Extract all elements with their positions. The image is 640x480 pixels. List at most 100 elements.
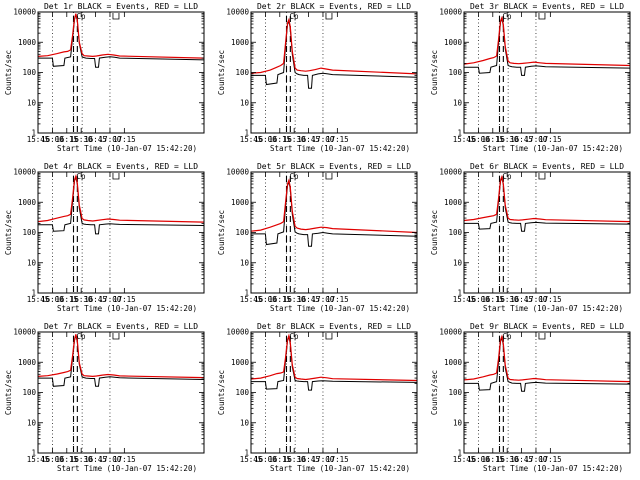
chart-6-xtick-label-6: 17:00: [525, 295, 548, 304]
chart-8-ytick-label-1: 1: [244, 449, 249, 458]
chart-7-ytick-label-1: 1: [31, 449, 36, 458]
chart-5-ytick-label-3: 100: [235, 228, 249, 237]
chart-6-plot-frame: [463, 171, 631, 294]
chart-5-xtick-label-3: 16:15: [268, 295, 291, 304]
chart-1-ytick-label-2: 10: [27, 98, 37, 107]
chart-2-xlabel: Start Time (10-Jan-07 15:42:20): [270, 144, 410, 153]
chart-5-series-events: [251, 181, 418, 247]
chart-9-xtick-label-7: 17:15: [539, 455, 562, 464]
chart-3-series-lld: [463, 15, 631, 67]
chart-7-ylabel: Counts/sec: [4, 370, 13, 415]
chart-8-flag-icon: [325, 333, 333, 340]
chart-5-plot-frame: [250, 171, 418, 294]
chart-9-ytick-label-4: 1000: [444, 358, 463, 367]
chart-1-xtick-label-7: 17:15: [113, 135, 136, 144]
chart-5-series-lld: [250, 178, 418, 234]
detector-panel-5: Det 5r BLACK = Events, RED = LLD 1 10 100 10…: [213, 160, 426, 320]
chart-6-title: Det 6r BLACK = Events, RED = LLD: [470, 162, 624, 171]
chart-8-title: Det 8r BLACK = Events, RED = LLD: [257, 322, 411, 331]
chart-svg-6: Det 6r BLACK = Events, RED = LLD 1 10 100 10…: [430, 162, 631, 313]
chart-7-ytick-label-4: 1000: [18, 358, 37, 367]
chart-5-flag-icon: [325, 173, 333, 180]
detector-panel-6: Det 6r BLACK = Events, RED = LLD 1 10 100 10…: [426, 160, 639, 320]
chart-3-ytick-label-1: 1: [457, 129, 462, 138]
chart-4-xtick-label-4: 16:30: [70, 295, 93, 304]
chart-7-marker-label: Cp: [77, 332, 87, 341]
chart-2-series-lld: [250, 17, 418, 75]
chart-5-ytick-label-4: 1000: [231, 198, 250, 207]
chart-5-xtick-label-6: 17:00: [312, 295, 335, 304]
chart-7-series-lld: [37, 334, 205, 379]
chart-6-ytick-label-3: 100: [448, 228, 462, 237]
chart-9-xlabel: Start Time (10-Jan-07 15:42:20): [483, 464, 623, 473]
chart-7-ytick-label-3: 100: [22, 388, 36, 397]
chart-5-marker-label: Cp: [290, 172, 300, 181]
chart-2-xtick-label-2: 16:00: [254, 135, 277, 144]
chart-9-flag-icon: [538, 333, 546, 340]
chart-6-ylabel: Counts/sec: [430, 210, 439, 255]
chart-1-marker-label: Cp: [77, 12, 87, 21]
chart-8-ytick-label-5: 10000: [226, 328, 249, 337]
chart-4-xtick-label-7: 17:15: [113, 295, 136, 304]
chart-9-marker-label: Cp: [503, 332, 513, 341]
chart-8-marker-label: Cp: [290, 332, 300, 341]
chart-5-ytick-label-1: 1: [244, 289, 249, 298]
chart-2-ytick-label-3: 100: [235, 68, 249, 77]
chart-9-ylabel: Counts/sec: [430, 370, 439, 415]
chart-6-ytick-label-1: 1: [457, 289, 462, 298]
chart-svg-3: Det 3r BLACK = Events, RED = LLD 1 10 100 10…: [430, 2, 631, 153]
chart-2-xtick-label-1: 15:45: [240, 135, 263, 144]
chart-4-flag-icon: [112, 173, 120, 180]
detector-panel-1: Det 1r BLACK = Events, RED = LLD 1 10 100 10…: [0, 0, 213, 160]
chart-7-xtick-label-3: 16:15: [55, 455, 78, 464]
chart-3-xtick-label-6: 17:00: [525, 135, 548, 144]
chart-2-xtick-label-5: 16:45: [297, 135, 320, 144]
chart-7-plot-frame: [37, 331, 205, 454]
chart-5-xtick-label-2: 16:00: [254, 295, 277, 304]
chart-3-title: Det 3r BLACK = Events, RED = LLD: [470, 2, 624, 11]
chart-2-marker-label: Cp: [290, 12, 300, 21]
chart-2-flag-icon: [325, 13, 333, 20]
detector-panel-4: Det 4r BLACK = Events, RED = LLD 1 10 100 10…: [0, 160, 213, 320]
chart-4-ytick-label-1: 1: [31, 289, 36, 298]
chart-3-xtick-label-4: 16:30: [496, 135, 519, 144]
chart-5-ytick-label-2: 10: [240, 258, 250, 267]
chart-4-ytick-label-4: 1000: [18, 198, 37, 207]
chart-4-series-lld: [37, 173, 205, 223]
detector-panel-2: Det 2r BLACK = Events, RED = LLD 1 10 100 10…: [213, 0, 426, 160]
detector-panel-9: Det 9r BLACK = Events, RED = LLD 1 10 100 10…: [426, 320, 639, 480]
chart-2-xtick-label-6: 17:00: [312, 135, 335, 144]
detector-panel-3: Det 3r BLACK = Events, RED = LLD 1 10 100 10…: [426, 0, 639, 160]
detector-panel-8: Det 8r BLACK = Events, RED = LLD 1 10 100 10…: [213, 320, 426, 480]
chart-9-ytick-label-5: 10000: [439, 328, 462, 337]
chart-1-ytick-label-3: 100: [22, 68, 36, 77]
chart-8-xlabel: Start Time (10-Jan-07 15:42:20): [270, 464, 410, 473]
chart-7-xtick-label-5: 16:45: [84, 455, 107, 464]
chart-1-xtick-label-6: 17:00: [99, 135, 122, 144]
chart-6-marker-label: Cp: [503, 172, 513, 181]
chart-3-xtick-label-2: 16:00: [467, 135, 490, 144]
chart-6-xtick-label-2: 16:00: [467, 295, 490, 304]
chart-6-series-lld: [463, 174, 631, 223]
chart-7-ytick-label-5: 10000: [13, 328, 36, 337]
chart-9-ytick-label-2: 10: [453, 418, 463, 427]
chart-6-flag-icon: [538, 173, 546, 180]
chart-2-xtick-label-4: 16:30: [283, 135, 306, 144]
chart-8-xtick-label-4: 16:30: [283, 455, 306, 464]
chart-3-ytick-label-4: 1000: [444, 38, 463, 47]
chart-7-flag-icon: [112, 333, 120, 340]
chart-4-xtick-label-3: 16:15: [55, 295, 78, 304]
chart-svg-4: Det 4r BLACK = Events, RED = LLD 1 10 100 10…: [4, 162, 205, 313]
chart-1-xtick-label-5: 16:45: [84, 135, 107, 144]
chart-5-xtick-label-7: 17:15: [326, 295, 349, 304]
chart-6-xtick-label-1: 15:45: [453, 295, 476, 304]
chart-3-xtick-label-7: 17:15: [539, 135, 562, 144]
chart-2-series-events: [251, 19, 418, 89]
chart-9-ytick-label-1: 1: [457, 449, 462, 458]
chart-4-ytick-label-3: 100: [22, 228, 36, 237]
chart-6-xtick-label-4: 16:30: [496, 295, 519, 304]
chart-svg-1: Det 1r BLACK = Events, RED = LLD 1 10 100 10…: [4, 2, 205, 153]
chart-9-plot-frame: [463, 331, 631, 454]
chart-5-ytick-label-5: 10000: [226, 168, 249, 177]
chart-8-plot-frame: [250, 331, 418, 454]
